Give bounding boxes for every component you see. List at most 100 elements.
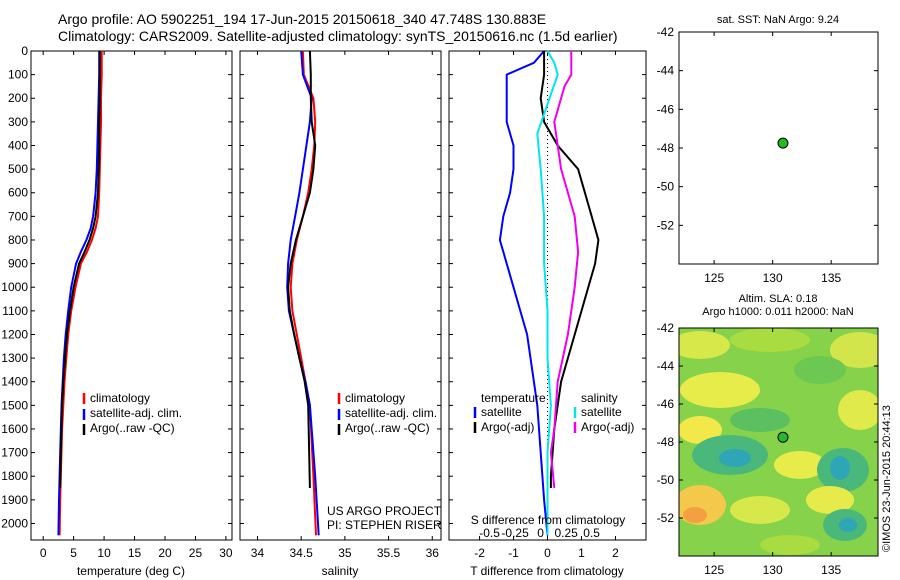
depth-tick-label: 1000 xyxy=(1,280,28,294)
s-diff-tick-label: 0 xyxy=(537,526,544,540)
legend-salinity-heading: salinity xyxy=(581,391,618,405)
x-tick-label: 0 xyxy=(544,546,551,560)
difference-legend-salinity: salinity satellite Argo(-adj) xyxy=(573,391,634,434)
argo-position-marker xyxy=(777,431,789,443)
map-y-tick-label: -52 xyxy=(657,218,675,232)
map-y-tick-label: -42 xyxy=(657,25,675,39)
salinity-x-label: salinity xyxy=(322,564,359,578)
x-tick-label: 25 xyxy=(189,546,203,560)
sla-heatmap xyxy=(679,328,878,556)
depth-tick-label: 100 xyxy=(8,68,28,82)
s-diff-tick-label: 0.25 xyxy=(554,526,578,540)
map-y-tick-label: -42 xyxy=(657,321,675,335)
temperature-axes-box xyxy=(30,50,233,541)
difference-legend-temperature: temperature satellite Argo(-adj) xyxy=(473,391,546,434)
depth-tick-label: 1700 xyxy=(1,446,28,460)
pi-annotation: PI: STEPHEN RISER xyxy=(327,518,442,532)
salinity-depth-ticks xyxy=(240,50,441,524)
x-tick-label: 10 xyxy=(97,546,111,560)
salinity-legend: climatology satellite-adj. clim. Argo(..… xyxy=(337,391,437,435)
series-line-temperature-argo xyxy=(539,51,600,488)
legend-t-satellite-label: satellite xyxy=(481,405,522,419)
map-x-tick-label: 135 xyxy=(821,271,841,285)
depth-tick-label: 800 xyxy=(8,233,28,247)
x-tick-label: -1 xyxy=(508,546,519,560)
x-tick-label: 2 xyxy=(612,546,619,560)
temperature-profile-panel: 0100200300400500600700800900100011001200… xyxy=(1,44,233,578)
map-y-tick-label: -50 xyxy=(657,473,675,487)
difference-series xyxy=(498,50,600,536)
legend-satellite-label: satellite-adj. clim. xyxy=(345,406,437,420)
temperature-series xyxy=(57,51,103,536)
x-tick-label: 1 xyxy=(578,546,585,560)
salinity-axes-box xyxy=(239,50,442,541)
map-x-tick-label: 125 xyxy=(704,271,724,285)
map-y-tick-label: -48 xyxy=(657,435,675,449)
depth-tick-label: 200 xyxy=(8,91,28,105)
salinity-x-axis: 34 34.5 35 35.5 36 xyxy=(251,51,439,560)
depth-tick-label: 1800 xyxy=(1,469,28,483)
depth-axis: 0 100 200 300 400 500 600 700 800 900 1000 1100 1200… xyxy=(1,44,232,530)
depth-tick-label: 1400 xyxy=(1,375,28,389)
sst-map-axes: 125 130 135 -42 -44 -46 -48 -50 -52 xyxy=(657,25,878,285)
x-tick-label: 34 xyxy=(251,546,265,560)
x-tick-label: 35.5 xyxy=(377,546,401,560)
depth-tick-label: 2000 xyxy=(1,516,28,530)
series-line-argo-raw-qc- xyxy=(59,51,101,489)
temperature-x-label: temperature (deg C) xyxy=(77,564,185,578)
depth-tick-label: 1100 xyxy=(2,304,28,318)
depth-tick-label: 400 xyxy=(8,138,28,152)
legend-satellite-label: satellite-adj. clim. xyxy=(90,406,182,420)
sst-map-panel: sat. SST: NaN Argo: 9.24 125 130 135 -42 -44… xyxy=(657,14,879,285)
x-tick-label: 15 xyxy=(128,546,142,560)
imos-credit: ©IMOS 23-Jun-2015 20:44:13 xyxy=(881,405,893,552)
depth-tick-label: 700 xyxy=(8,209,28,223)
x-tick-label: 30 xyxy=(219,546,233,560)
legend-s-argo-label: Argo(-adj) xyxy=(581,420,634,434)
depth-tick-label: 900 xyxy=(8,257,28,271)
t-difference-x-label: T difference from climatology xyxy=(470,564,624,578)
map-y-tick-label: -44 xyxy=(657,64,675,78)
x-tick-label: 20 xyxy=(158,546,172,560)
depth-tick-label: 0 xyxy=(21,44,28,58)
legend-temperature-heading: temperature xyxy=(481,391,546,405)
s-difference-scale: -0.5 -0.25 0 0.25 0.5 xyxy=(479,526,600,540)
sla-map-title-2: Argo h1000: 0.011 h2000: NaN xyxy=(702,306,854,318)
map-x-tick-label: 135 xyxy=(821,563,841,577)
s-difference-title: S difference from climatology xyxy=(471,513,626,527)
s-diff-tick-label: 0.5 xyxy=(583,526,600,540)
salinity-series xyxy=(286,50,320,536)
depth-tick-label: 1300 xyxy=(1,351,28,365)
x-tick-label: 36 xyxy=(426,546,440,560)
sst-map-box xyxy=(678,31,879,265)
map-x-tick-label: 130 xyxy=(763,271,783,285)
map-y-tick-label: -50 xyxy=(657,180,675,194)
depth-tick-label: 300 xyxy=(8,115,28,129)
x-tick-label: -2 xyxy=(474,546,485,560)
x-tick-label: 34.5 xyxy=(289,546,313,560)
depth-tick-label: 1900 xyxy=(1,493,28,507)
x-tick-label: 5 xyxy=(70,546,77,560)
sst-map-markers xyxy=(777,137,789,149)
legend-s-satellite-label: satellite xyxy=(581,405,622,419)
x-tick-label: 35 xyxy=(338,546,352,560)
map-x-tick-label: 130 xyxy=(763,563,783,577)
sla-map-markers xyxy=(777,431,789,443)
legend-t-argo-label: Argo(-adj) xyxy=(481,420,534,434)
series-line-argo-raw-qc- xyxy=(287,50,317,489)
depth-tick-label: 500 xyxy=(8,162,28,176)
s-diff-tick-label: -0.5 xyxy=(479,526,500,540)
temperature-x-axis: 0 5 10 15 20 25 30 xyxy=(40,51,233,560)
s-diff-tick-label: -0.25 xyxy=(501,526,529,540)
depth-tick-label: 1600 xyxy=(1,422,28,436)
depth-tick-label: 600 xyxy=(8,186,28,200)
temperature-legend: climatology satellite-adj. clim. Argo(..… xyxy=(82,391,182,435)
depth-tick-label: 1500 xyxy=(1,398,28,412)
legend-argo-label: Argo(..raw -QC) xyxy=(345,421,430,435)
legend-climatology-label: climatology xyxy=(345,391,405,405)
legend-climatology-label: climatology xyxy=(90,391,150,405)
sla-map-axes: 125 130 135 -42 -44 -46 -48 -50 -52 xyxy=(657,321,878,577)
figure-title-line1: Argo profile: AO 5902251_194 17-Jun-2015… xyxy=(58,11,547,27)
map-y-tick-label: -46 xyxy=(657,102,675,116)
